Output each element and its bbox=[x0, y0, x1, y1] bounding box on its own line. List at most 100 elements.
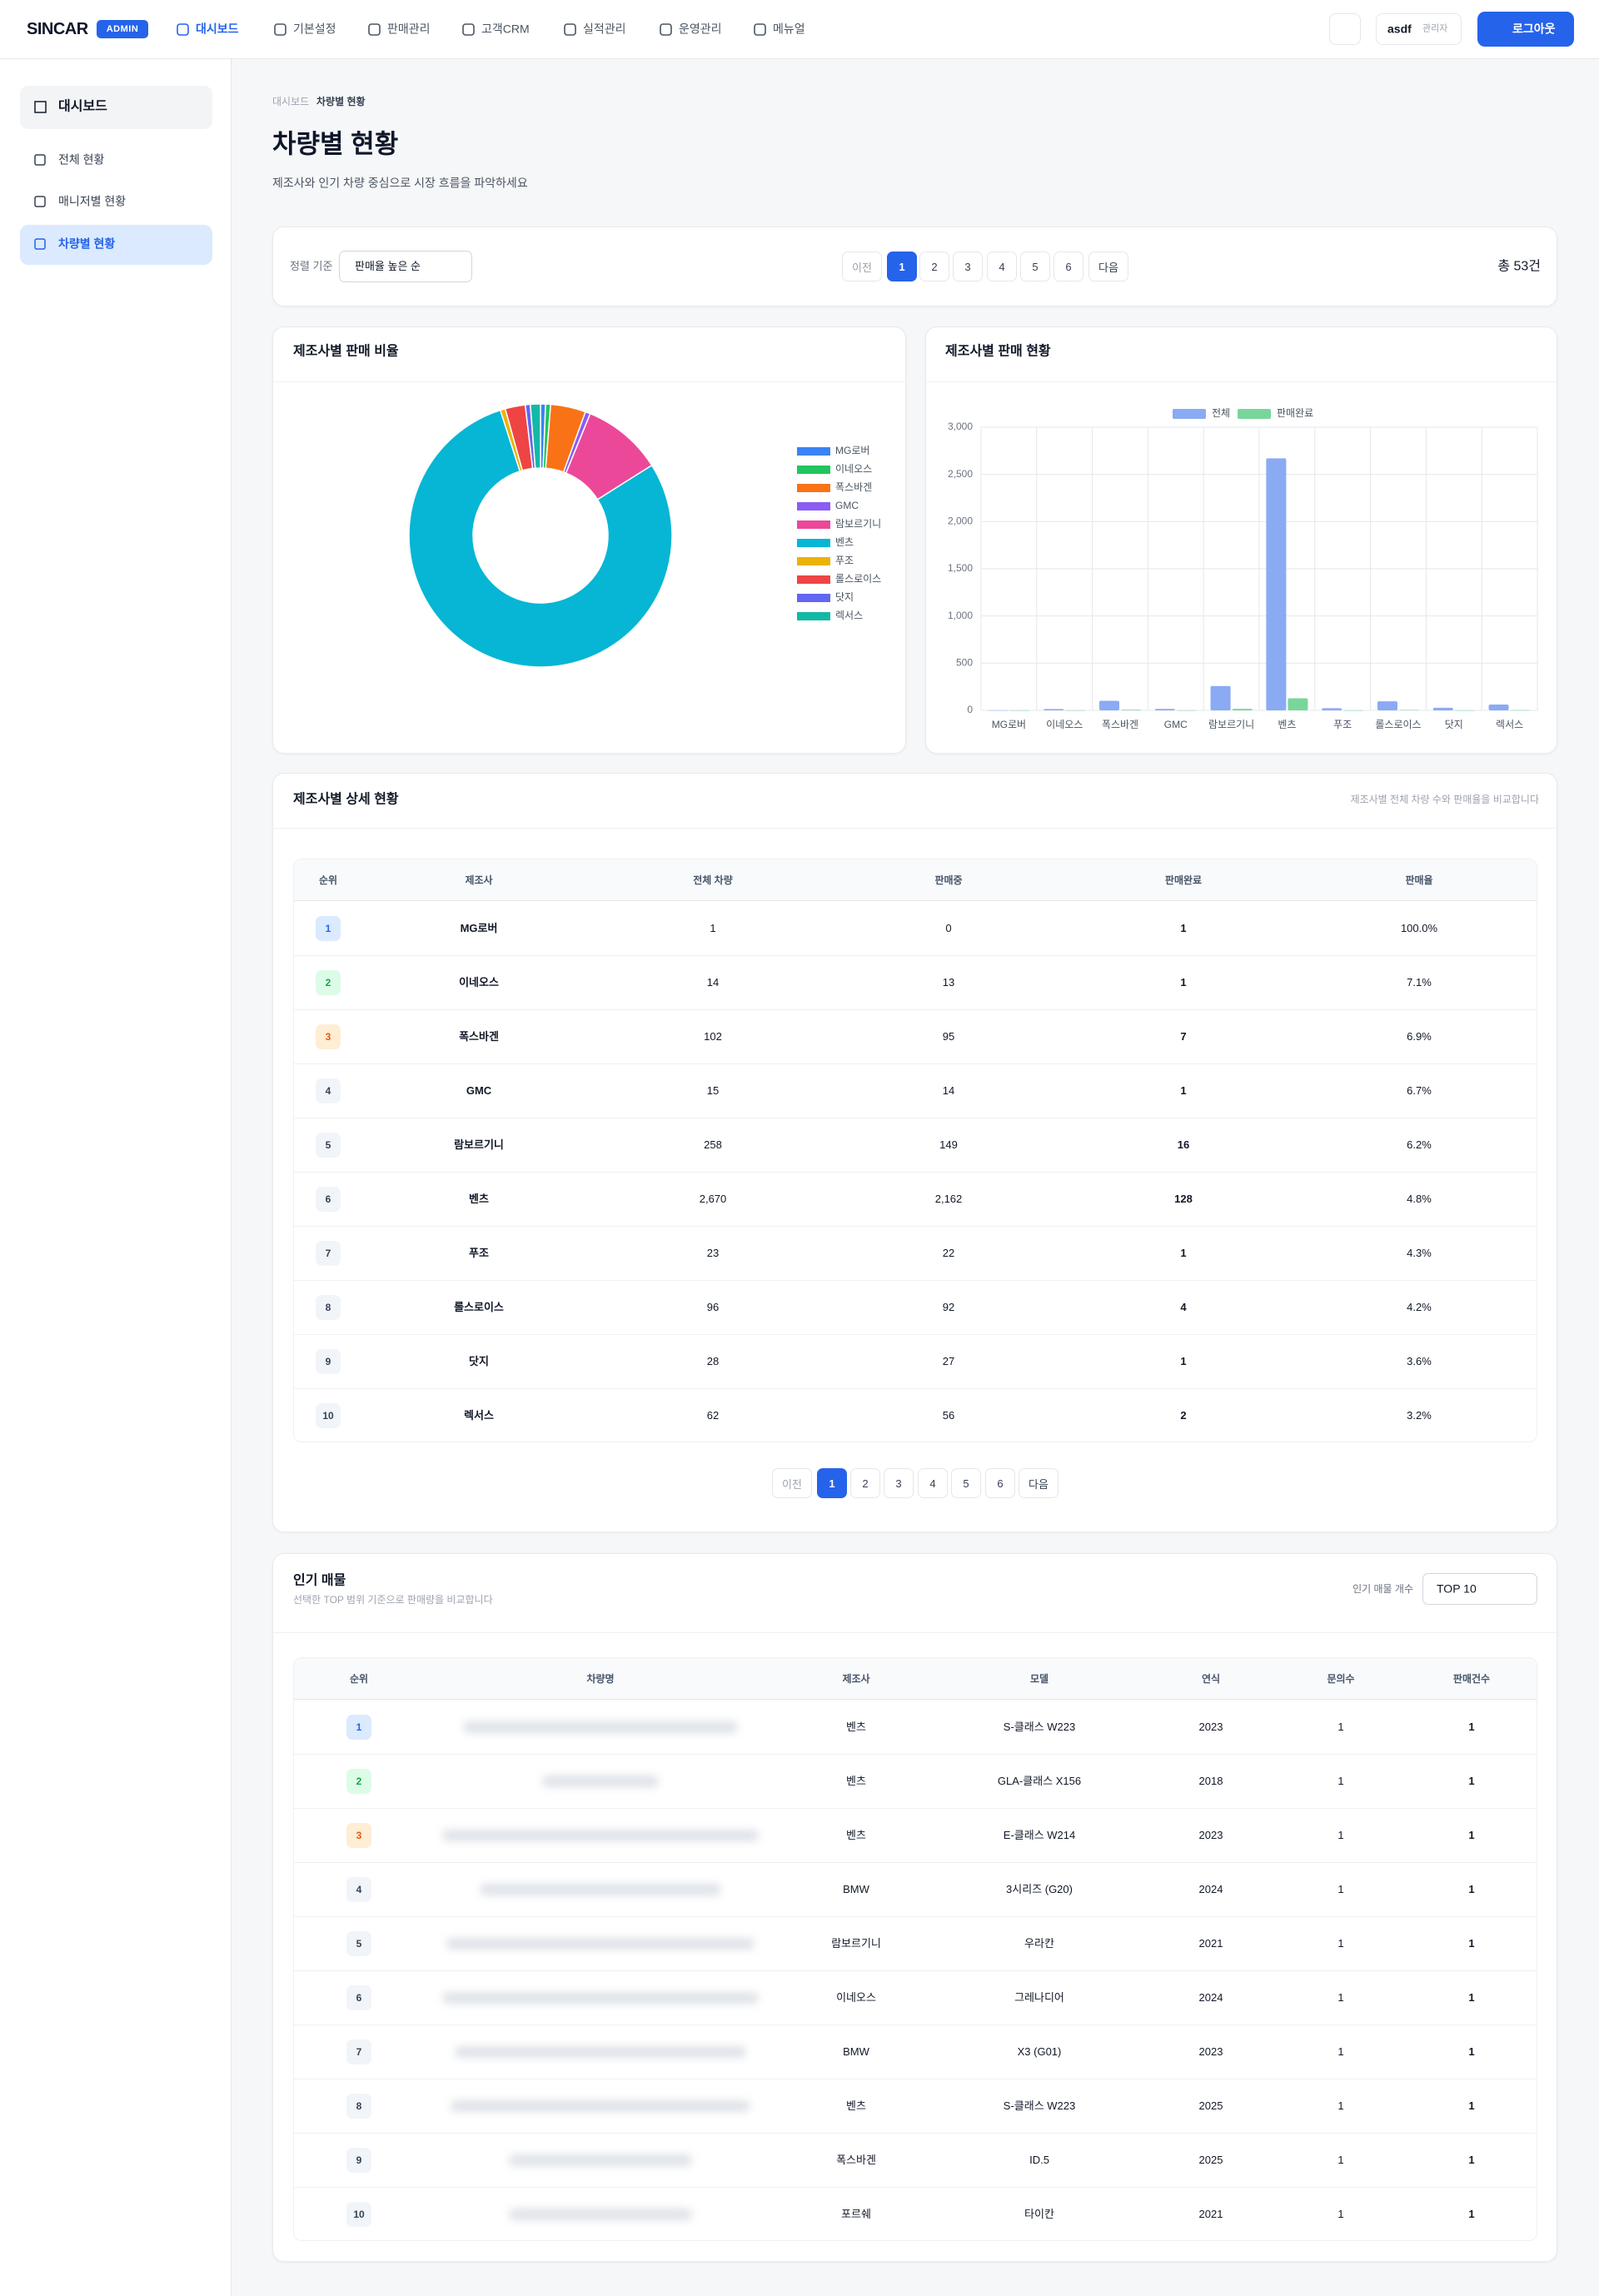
table-cell: GLA-클래스 X156 bbox=[997, 1774, 1082, 1787]
menu-item[interactable]: 운영관리 bbox=[679, 22, 722, 36]
rank-badge: 6 bbox=[346, 1985, 371, 2010]
page-button[interactable]: 5 bbox=[1020, 252, 1050, 281]
sidebar-icon bbox=[34, 196, 46, 207]
rank-badge: 2 bbox=[316, 969, 341, 995]
table-cell: 2,670 bbox=[699, 1192, 727, 1205]
table-cell: MG로버 bbox=[460, 921, 498, 934]
page-button[interactable]: 이전 bbox=[772, 1468, 812, 1498]
page-subtitle: 제조사와 인기 차량 중심으로 시장 흐름을 파악하세요 bbox=[272, 176, 528, 190]
table-cell: BMW bbox=[843, 2044, 869, 2058]
chart-title: 제조사별 판매 현황 bbox=[945, 344, 1051, 359]
page-button[interactable]: 6 bbox=[1054, 252, 1083, 281]
sidebar-title: 대시보드 bbox=[58, 99, 107, 114]
row-divider bbox=[294, 1916, 1537, 1917]
refresh-button[interactable] bbox=[1329, 13, 1361, 45]
table-cell: 3시리즈 (G20) bbox=[1006, 1882, 1073, 1895]
table-cell: 22 bbox=[942, 1246, 955, 1259]
rank-badge: 9 bbox=[316, 1348, 341, 1374]
sidebar-item[interactable]: 전체 현황 bbox=[58, 152, 105, 167]
page-button[interactable]: 1 bbox=[817, 1468, 847, 1498]
table-cell: 푸조 bbox=[469, 1246, 489, 1259]
legend-swatch bbox=[797, 447, 830, 456]
count-select[interactable] bbox=[1422, 1573, 1537, 1605]
rank-badge: 7 bbox=[346, 2039, 371, 2064]
x-tick-label: 푸조 bbox=[1333, 719, 1352, 730]
table-cell: 28 bbox=[706, 1354, 720, 1367]
breadcrumb[interactable]: 대시보드 bbox=[272, 95, 310, 107]
table-cell: 1 bbox=[1468, 1828, 1475, 1841]
table-header bbox=[294, 1658, 1537, 1700]
logout-button[interactable] bbox=[1477, 12, 1574, 47]
table-cell: 27 bbox=[942, 1354, 955, 1367]
page-button[interactable]: 이전 bbox=[842, 252, 882, 281]
sidebar-item[interactable]: 매니저별 현황 bbox=[58, 194, 127, 208]
menu-item[interactable]: 고객CRM bbox=[481, 22, 530, 36]
page-button[interactable]: 다음 bbox=[1088, 252, 1128, 281]
card-title: 제조사별 상세 현황 bbox=[293, 792, 399, 807]
blurred-name bbox=[442, 1829, 759, 1841]
sidebar-item[interactable]: 차량별 현황 bbox=[58, 237, 116, 251]
table-cell: 1 bbox=[1180, 1354, 1187, 1367]
table-cell: 2021 bbox=[1198, 1936, 1223, 1950]
sort-select[interactable] bbox=[339, 251, 472, 282]
menu-item[interactable]: 메뉴얼 bbox=[773, 22, 805, 36]
x-tick-label: MG로버 bbox=[992, 719, 1026, 730]
y-tick-label: 500 bbox=[956, 657, 973, 669]
table-cell: 1 bbox=[1337, 2153, 1344, 2166]
table-cell: 2021 bbox=[1198, 2207, 1223, 2220]
table-cell: 14 bbox=[942, 1083, 955, 1097]
page-button[interactable]: 1 bbox=[887, 252, 917, 281]
page-button[interactable]: 3 bbox=[884, 1468, 914, 1498]
menu-icon bbox=[660, 23, 672, 36]
table-cell: 람보르기니 bbox=[831, 1936, 881, 1950]
table-cell: 1 bbox=[1468, 2153, 1475, 2166]
bar bbox=[1009, 710, 1030, 711]
rank-badge: 8 bbox=[316, 1294, 341, 1320]
page-button[interactable]: 2 bbox=[850, 1468, 880, 1498]
column-header: 모델 bbox=[1029, 1672, 1049, 1685]
menu-icon bbox=[462, 23, 475, 36]
legend-swatch bbox=[1173, 409, 1206, 419]
table-cell: 258 bbox=[704, 1138, 722, 1151]
bar bbox=[1065, 710, 1086, 711]
table-cell: 14 bbox=[706, 975, 720, 989]
table-cell: 1 bbox=[1468, 1720, 1475, 1733]
bar bbox=[1510, 710, 1531, 711]
rank-badge: 2 bbox=[346, 1768, 371, 1794]
card-title: 인기 매물 bbox=[293, 1573, 346, 1588]
table-cell: 15 bbox=[706, 1083, 720, 1097]
page-button[interactable]: 4 bbox=[918, 1468, 948, 1498]
menu-icon bbox=[368, 23, 381, 36]
table-header bbox=[294, 859, 1537, 901]
bar bbox=[1454, 710, 1475, 711]
sidebar-header bbox=[20, 86, 212, 129]
table-cell: 1 bbox=[1337, 1774, 1344, 1787]
logout-label[interactable]: 로그아웃 bbox=[1512, 22, 1556, 36]
column-header: 판매율 bbox=[1405, 874, 1433, 886]
page-button[interactable]: 3 bbox=[953, 252, 983, 281]
page-button[interactable]: 4 bbox=[987, 252, 1017, 281]
page-button[interactable]: 다음 bbox=[1019, 1468, 1059, 1498]
page-button[interactable]: 5 bbox=[951, 1468, 981, 1498]
legend-label: 푸조 bbox=[835, 555, 854, 566]
card-subtitle: 선택한 TOP 범위 기준으로 판매량을 비교합니다 bbox=[293, 1593, 493, 1606]
page-button[interactable]: 6 bbox=[985, 1468, 1015, 1498]
menu-item[interactable]: 판매관리 bbox=[387, 22, 431, 36]
column-header: 연식 bbox=[1201, 1672, 1221, 1685]
table-cell: 2 bbox=[1180, 1408, 1187, 1422]
page-button[interactable]: 2 bbox=[919, 252, 949, 281]
table-cell: 56 bbox=[942, 1408, 955, 1422]
table-cell: 1 bbox=[1468, 1990, 1475, 2004]
table-frame bbox=[293, 1657, 1537, 2241]
menu-icon bbox=[564, 23, 576, 36]
legend-swatch bbox=[797, 466, 830, 474]
x-tick-label: 렉서스 bbox=[1496, 719, 1523, 730]
menu-item[interactable]: 실적관리 bbox=[583, 22, 626, 36]
menu-item[interactable]: 기본설정 bbox=[293, 22, 336, 36]
legend-swatch bbox=[797, 594, 830, 602]
menu-item[interactable]: 대시보드 bbox=[196, 22, 239, 36]
blurred-name bbox=[451, 2099, 750, 2112]
bar bbox=[988, 710, 1009, 711]
table-cell: 그레나디어 bbox=[1014, 1990, 1064, 2004]
